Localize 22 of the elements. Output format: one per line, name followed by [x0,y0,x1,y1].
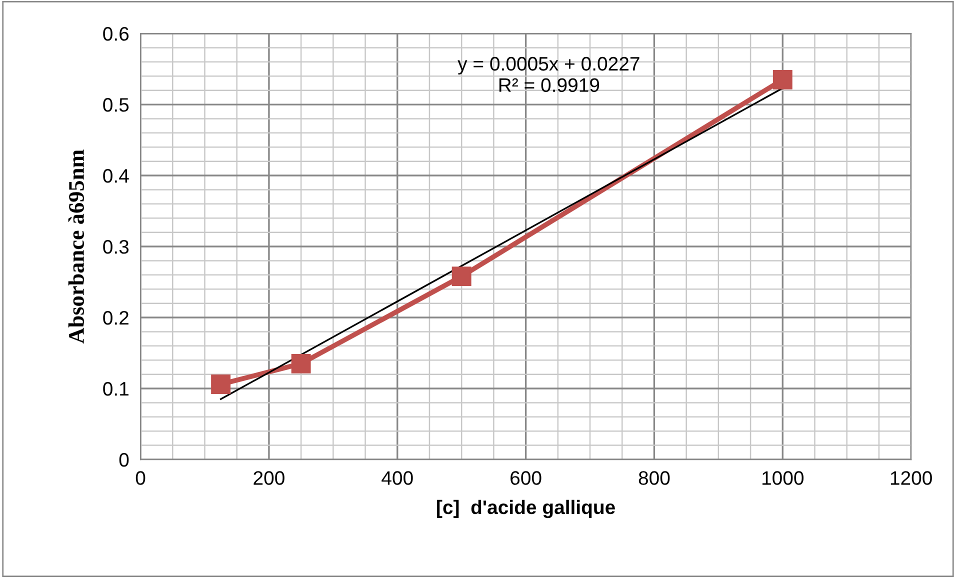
x-tick-label: 200 [254,471,284,485]
y-tick-label: 0 [119,452,129,467]
x-tick-label: 1200 [890,471,932,485]
y-axis-title: Absorbance à695nm [68,150,84,344]
x-tick-label: 400 [382,471,413,485]
y-tick-label: 0.1 [103,382,128,396]
point [211,374,231,394]
x-tick-label: 0 [136,471,146,485]
x-tick-label: 800 [638,471,670,485]
x-tick-label: 1000 [762,471,804,485]
annotation: y = 0.0005x + 0.0227 [458,56,640,75]
y-tick-label: 0.4 [103,168,129,183]
y-tick-label: 0.6 [103,26,129,41]
point [452,266,472,286]
y-tick-label: 0.5 [103,98,129,112]
x-tick-label: 600 [510,471,542,485]
y-tick-label: 0.3 [103,240,129,254]
point [772,70,792,90]
annotation: R² = 0.9919 [499,78,600,92]
point [291,354,311,374]
x-axis-title: [c] d'acide gallique [437,500,615,518]
y-tick-label: 0.2 [103,310,128,325]
